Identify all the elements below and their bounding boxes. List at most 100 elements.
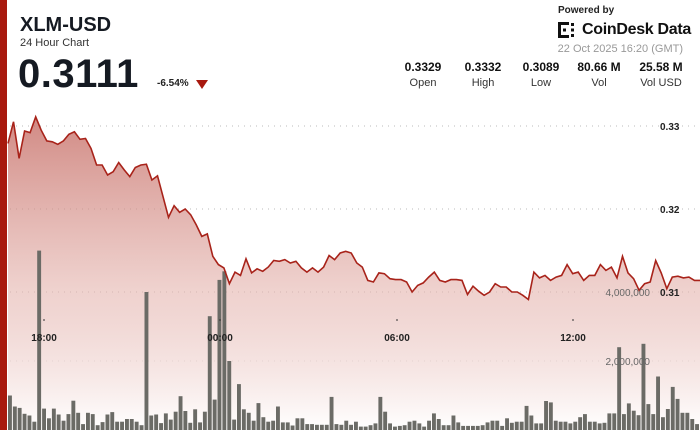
volume-bar — [514, 421, 519, 430]
volume-bar — [334, 424, 339, 430]
volume-bar — [563, 421, 568, 430]
time-tick-mark — [396, 319, 398, 321]
volume-bar — [163, 413, 168, 430]
volume-bar — [329, 396, 334, 430]
volume-bar — [129, 419, 134, 430]
volume-bar — [680, 412, 685, 430]
volume-bar — [173, 411, 178, 430]
stat-vol-usd: 25.58 M Vol USD — [626, 60, 696, 89]
volume-bar — [285, 422, 290, 430]
volume-bar — [202, 411, 207, 430]
time-tick-mark — [572, 319, 574, 321]
volume-bar — [324, 424, 329, 430]
price-change: -6.54% — [157, 78, 189, 89]
volume-bar — [407, 421, 412, 430]
volume-bar — [495, 420, 500, 430]
volume-bar — [509, 422, 514, 430]
stat-value: 0.3329 — [404, 60, 442, 74]
volume-bar — [149, 415, 154, 430]
volume-bar — [120, 421, 124, 430]
volume-bar — [358, 426, 363, 430]
volume-bar — [519, 421, 524, 430]
volume-bar — [651, 414, 656, 430]
time-tick-1200: 12:00 — [560, 333, 586, 344]
volume-bar — [597, 423, 602, 430]
volume-bar — [363, 426, 368, 430]
volume-bar — [110, 412, 115, 430]
volume-bar — [95, 425, 100, 430]
volume-bar — [592, 421, 597, 430]
volume-tick-4m: 4,000,000 — [606, 288, 651, 299]
volume-bar — [310, 424, 314, 430]
current-price: 0.3111 — [18, 52, 139, 96]
stat-label: High — [471, 77, 495, 89]
volume-bar — [548, 402, 553, 430]
powered-by-label: Powered by — [558, 5, 615, 16]
volume-bar — [232, 419, 237, 430]
volume-bar — [573, 421, 578, 430]
price-tick-032: 0.32 — [660, 205, 680, 216]
down-arrow-icon — [196, 80, 208, 89]
brand-name: CoinDesk Data — [582, 21, 692, 38]
volume-bar — [446, 425, 451, 430]
volume-bar — [217, 279, 222, 430]
volume-bar — [690, 419, 695, 430]
volume-bar — [485, 422, 490, 430]
volume-bar — [349, 424, 353, 430]
volume-bar — [8, 395, 12, 430]
volume-bar — [86, 412, 90, 430]
coindesk-logo: CoinDesk Data — [558, 21, 691, 39]
time-tick-0000: 00:00 — [207, 333, 233, 344]
volume-bar — [115, 421, 120, 430]
volume-bar — [134, 421, 139, 430]
volume-bar — [17, 407, 22, 430]
volume-bar — [27, 415, 32, 430]
volume-bar — [675, 398, 680, 430]
stat-high: 0.3332 High — [448, 60, 518, 89]
price-tick-033: 0.33 — [660, 122, 680, 133]
volume-bar — [271, 420, 276, 430]
stat-value: 0.3332 — [464, 60, 502, 74]
stat-low: 0.3089 Low — [506, 60, 576, 89]
volume-bar — [56, 414, 61, 430]
stat-value: 0.3089 — [522, 60, 560, 74]
volume-bar — [636, 415, 641, 430]
volume-bar — [66, 414, 71, 430]
volume-bar — [198, 422, 202, 430]
volume-bar — [480, 425, 485, 430]
volume-bar — [661, 417, 665, 430]
volume-tick-2m: 2,000,000 — [606, 357, 651, 368]
stat-vol: 80.66 M Vol — [564, 60, 634, 89]
volume-bar — [125, 419, 129, 430]
volume-bar — [471, 425, 475, 430]
stat-value: 25.58 M — [639, 60, 683, 74]
volume-bar — [656, 376, 660, 430]
volume-bar — [368, 425, 373, 430]
time-tick-0600: 06:00 — [384, 333, 410, 344]
volume-bar — [32, 421, 37, 430]
volume-bar — [587, 421, 592, 430]
price-tick-031: 0.31 — [660, 288, 680, 299]
volume-bar — [646, 404, 651, 430]
volume-bar — [422, 426, 427, 430]
price-area — [8, 116, 700, 430]
volume-bar — [159, 423, 163, 430]
volume-bar — [553, 420, 558, 430]
price-line — [7, 114, 700, 301]
stat-label: Vol USD — [640, 77, 682, 89]
volume-bar — [305, 424, 310, 430]
volume-bar — [178, 396, 183, 430]
volume-bar — [397, 425, 402, 430]
volume-bar — [388, 423, 392, 430]
coindesk-mark-icon — [558, 22, 574, 38]
volume-bar — [685, 412, 690, 430]
volume-bar — [461, 425, 466, 430]
volume-bar — [505, 418, 509, 430]
volume-bar — [612, 413, 617, 430]
volume-bar — [383, 411, 388, 430]
volume-bar — [344, 420, 349, 430]
volume-bar — [251, 420, 256, 430]
volume-bar — [373, 423, 378, 430]
volume-bar — [183, 411, 188, 430]
volume-bar — [475, 425, 480, 430]
